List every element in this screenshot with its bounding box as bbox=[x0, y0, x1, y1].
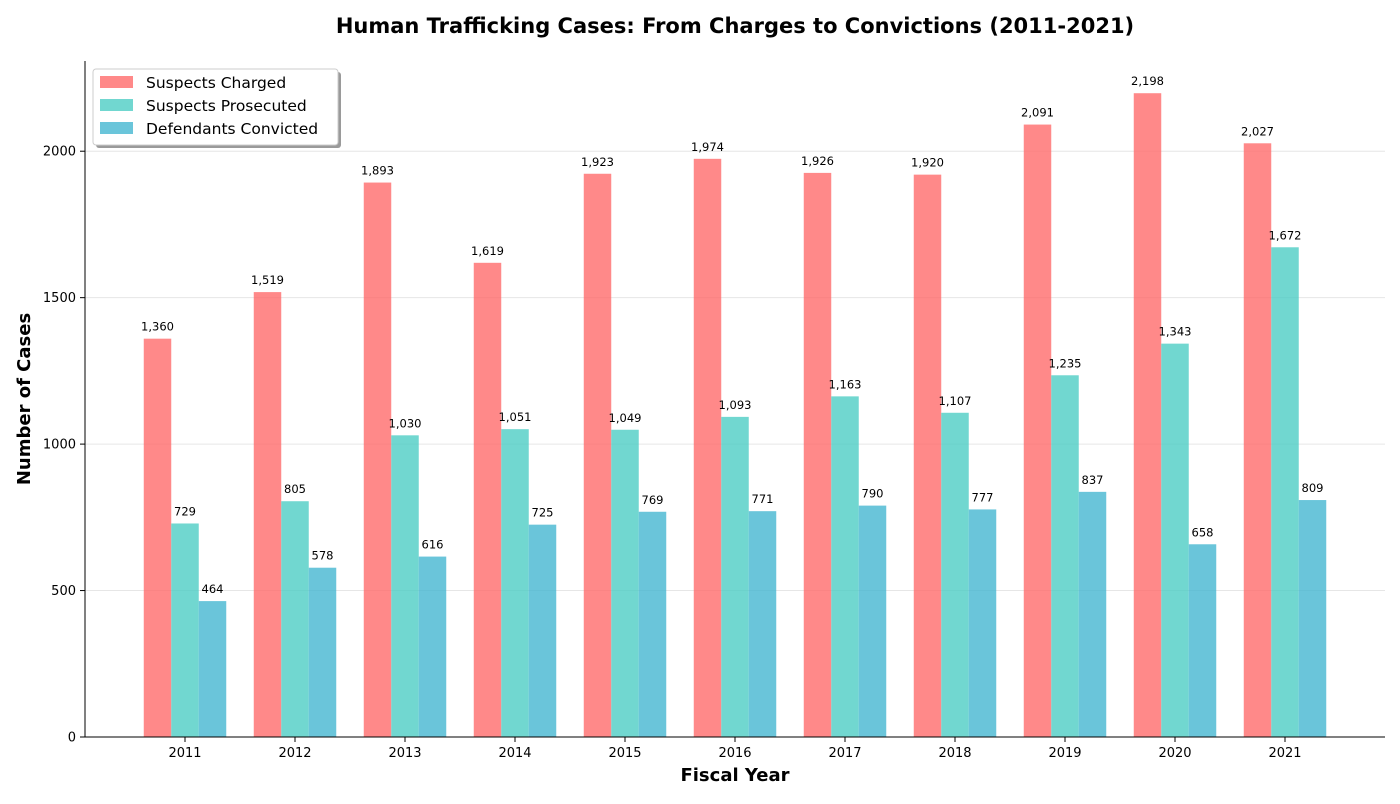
bar-value-label: 1,923 bbox=[581, 155, 614, 169]
bar-prosecuted bbox=[941, 412, 969, 737]
bar-prosecuted bbox=[171, 523, 199, 737]
bar-value-label: 1,974 bbox=[691, 140, 724, 154]
bar-prosecuted bbox=[721, 416, 749, 737]
x-tick-label: 2014 bbox=[498, 746, 531, 761]
x-axis-label: Fiscal Year bbox=[680, 765, 789, 786]
bar-prosecuted bbox=[1161, 343, 1189, 737]
bar-convicted bbox=[528, 524, 557, 737]
y-tick-label: 1000 bbox=[43, 438, 76, 453]
bar-convicted bbox=[418, 556, 447, 737]
bar-charged bbox=[1243, 143, 1272, 738]
bar-value-label: 790 bbox=[862, 487, 884, 501]
bar-value-label: 1,051 bbox=[499, 410, 532, 424]
bar-value-label: 1,920 bbox=[911, 156, 944, 170]
bar-value-label: 777 bbox=[972, 490, 994, 504]
bar-charged bbox=[143, 338, 172, 737]
bar-prosecuted bbox=[391, 435, 419, 737]
x-tick-label: 2017 bbox=[828, 746, 861, 761]
bar-convicted bbox=[198, 601, 227, 737]
legend-swatch-charged bbox=[100, 76, 133, 88]
chart-title: Human Trafficking Cases: From Charges to… bbox=[336, 14, 1134, 38]
bar-convicted bbox=[748, 511, 777, 737]
bar-convicted bbox=[1078, 491, 1107, 737]
legend-label-charged: Suspects Charged bbox=[146, 74, 286, 92]
bar-value-label: 2,091 bbox=[1021, 106, 1054, 120]
bar-value-label: 1,107 bbox=[939, 394, 972, 408]
bar-charged bbox=[693, 158, 722, 738]
x-tick-label: 2011 bbox=[168, 746, 201, 761]
bar-value-label: 1,163 bbox=[829, 377, 862, 391]
bar-value-label: 769 bbox=[642, 493, 664, 507]
x-tick-label: 2012 bbox=[278, 746, 311, 761]
bar-charged bbox=[1133, 93, 1162, 737]
bar-value-label: 1,343 bbox=[1159, 325, 1192, 339]
bar-value-label: 1,030 bbox=[389, 416, 422, 430]
bar-value-label: 837 bbox=[1082, 473, 1104, 487]
y-tick-label: 2000 bbox=[43, 145, 76, 160]
x-tick-label: 2021 bbox=[1268, 746, 1301, 761]
bar-value-label: 771 bbox=[752, 492, 774, 506]
bar-charged bbox=[253, 292, 282, 737]
bar-value-label: 578 bbox=[312, 549, 334, 563]
y-tick-label: 0 bbox=[68, 731, 76, 746]
bar-prosecuted bbox=[831, 396, 859, 737]
legend-label-convicted: Defendants Convicted bbox=[146, 120, 318, 138]
bar-convicted bbox=[1298, 500, 1327, 737]
bar-charged bbox=[1023, 124, 1052, 738]
bar-value-label: 2,198 bbox=[1131, 74, 1164, 88]
legend-swatch-prosecuted bbox=[100, 99, 133, 111]
legend-swatch-convicted bbox=[100, 122, 133, 134]
bar-value-label: 616 bbox=[422, 538, 444, 552]
bar-charged bbox=[473, 262, 502, 737]
bar-value-label: 1,893 bbox=[361, 164, 394, 178]
bar-value-label: 2,027 bbox=[1241, 124, 1274, 138]
y-tick-label: 1500 bbox=[43, 291, 76, 306]
x-tick-label: 2018 bbox=[938, 746, 971, 761]
bar-prosecuted bbox=[501, 429, 529, 737]
bar-charged bbox=[583, 173, 612, 738]
y-tick-label: 500 bbox=[51, 584, 76, 599]
bar-value-label: 1,926 bbox=[801, 154, 834, 168]
y-axis-label: Number of Cases bbox=[14, 313, 35, 485]
bar-prosecuted bbox=[1271, 247, 1299, 737]
bar-convicted bbox=[1188, 544, 1217, 737]
bar-value-label: 1,049 bbox=[609, 411, 642, 425]
bar-convicted bbox=[308, 567, 337, 737]
bar-prosecuted bbox=[611, 429, 639, 737]
bar-value-label: 725 bbox=[532, 506, 554, 520]
bar-convicted bbox=[968, 509, 997, 737]
x-tick-label: 2020 bbox=[1158, 746, 1191, 761]
legend-frame bbox=[92, 68, 339, 146]
bar-value-labels: 1,360 1,519 1,893 1,619 1,923 1,974 1,926 1,920… bbox=[141, 74, 1323, 596]
bar-convicted bbox=[638, 511, 667, 737]
bar-value-label: 464 bbox=[202, 582, 224, 596]
bar-value-label: 805 bbox=[284, 482, 306, 496]
bar-value-label: 1,235 bbox=[1049, 356, 1082, 370]
bar-value-label: 1,360 bbox=[141, 320, 174, 334]
bar-value-label: 809 bbox=[1302, 481, 1324, 495]
x-tick-label: 2013 bbox=[388, 746, 421, 761]
bar-value-label: 1,093 bbox=[719, 398, 752, 412]
bar-prosecuted bbox=[1051, 375, 1079, 737]
bar-prosecuted bbox=[281, 501, 309, 737]
x-tick-label: 2015 bbox=[608, 746, 641, 761]
bar-charged bbox=[913, 174, 942, 738]
bars bbox=[143, 93, 1327, 738]
bar-value-label: 1,519 bbox=[251, 273, 284, 287]
x-tick-label: 2019 bbox=[1048, 746, 1081, 761]
bar-charged bbox=[363, 182, 392, 737]
bar-convicted bbox=[858, 505, 887, 737]
legend-label-prosecuted: Suspects Prosecuted bbox=[146, 97, 307, 115]
bar-value-label: 1,619 bbox=[471, 244, 504, 258]
bar-value-label: 658 bbox=[1192, 525, 1214, 539]
axis-ticks: 0 500 1000 1500 2000 2011 2012 2013 2014 2015 2016… bbox=[43, 145, 1302, 761]
bar-value-label: 1,672 bbox=[1269, 228, 1302, 242]
bar-value-label: 729 bbox=[174, 504, 196, 518]
bar-charged bbox=[803, 172, 832, 737]
x-tick-label: 2016 bbox=[718, 746, 751, 761]
chart-legend: Suspects Charged Suspects Prosecuted Def… bbox=[92, 68, 341, 148]
